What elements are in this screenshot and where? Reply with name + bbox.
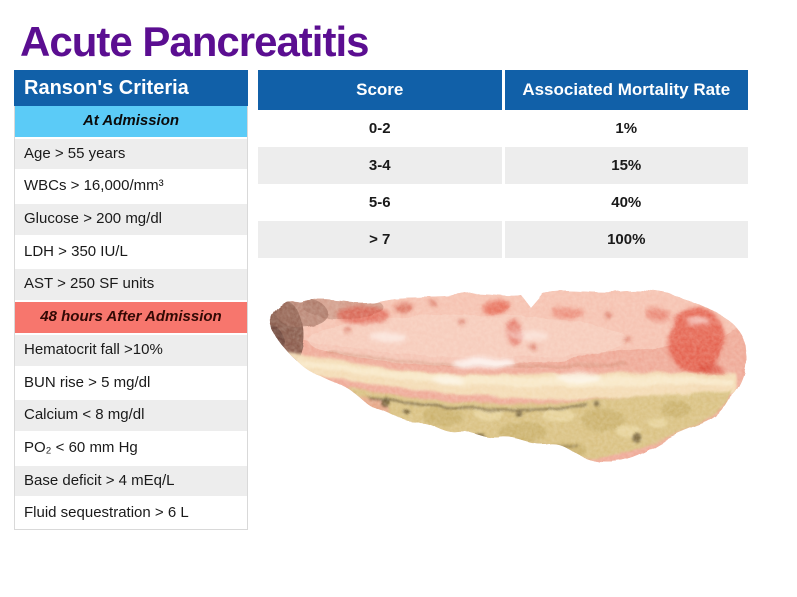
ranson-row-fluid-sequestration: Fluid sequestration > 6 L bbox=[15, 498, 247, 529]
ranson-row-48-hours: 48 hours After Admission bbox=[15, 302, 247, 333]
score-column-header: Score bbox=[258, 70, 502, 110]
ranson-row-bun: BUN rise > 5 mg/dl bbox=[15, 367, 247, 399]
score-table-row: 0-2 1% bbox=[258, 110, 748, 147]
ranson-row-at-admission: At Admission bbox=[15, 106, 247, 137]
ranson-row-wbc: WBCs > 16,000/mm³ bbox=[15, 171, 247, 203]
score-table-header-row: Score Associated Mortality Rate bbox=[258, 70, 748, 110]
ranson-row-calcium: Calcium < 8 mg/dl bbox=[15, 400, 247, 431]
score-mortality-table: Score Associated Mortality Rate 0-2 1% 3… bbox=[258, 70, 748, 258]
ranson-row-base-deficit: Base deficit > 4 mEq/L bbox=[15, 465, 247, 497]
ranson-row-ldh: LDH > 350 IU/L bbox=[15, 236, 247, 268]
ranson-criteria-table: Ranson's Criteria At Admission Age > 55 … bbox=[14, 70, 248, 530]
ranson-table-body: At Admission Age > 55 years WBCs > 16,00… bbox=[14, 106, 248, 530]
pancreas-specimen-image bbox=[270, 290, 748, 462]
ranson-row-ast: AST > 250 SF units bbox=[15, 269, 247, 301]
score-cell: 0-2 bbox=[258, 110, 502, 147]
score-table-row: 5-6 40% bbox=[258, 184, 748, 221]
score-cell: 5-6 bbox=[258, 184, 502, 221]
mortality-cell: 40% bbox=[504, 184, 748, 221]
mortality-cell: 100% bbox=[504, 221, 748, 258]
mortality-column-header: Associated Mortality Rate bbox=[504, 70, 748, 110]
score-cell: > 7 bbox=[258, 221, 502, 258]
score-table-row: > 7 100% bbox=[258, 221, 748, 258]
ranson-table-header: Ranson's Criteria bbox=[14, 70, 248, 106]
ranson-row-glucose: Glucose > 200 mg/dl bbox=[15, 204, 247, 235]
ranson-row-po2: PO₂ < 60 mm Hg bbox=[15, 432, 247, 464]
score-table-row: 3-4 15% bbox=[258, 147, 748, 184]
mortality-cell: 15% bbox=[504, 147, 748, 184]
mortality-cell: 1% bbox=[504, 110, 748, 147]
ranson-row-age: Age > 55 years bbox=[15, 138, 247, 170]
ranson-row-hematocrit: Hematocrit fall >10% bbox=[15, 334, 247, 366]
score-cell: 3-4 bbox=[258, 147, 502, 184]
page-title: Acute Pancreatitis bbox=[20, 18, 369, 65]
